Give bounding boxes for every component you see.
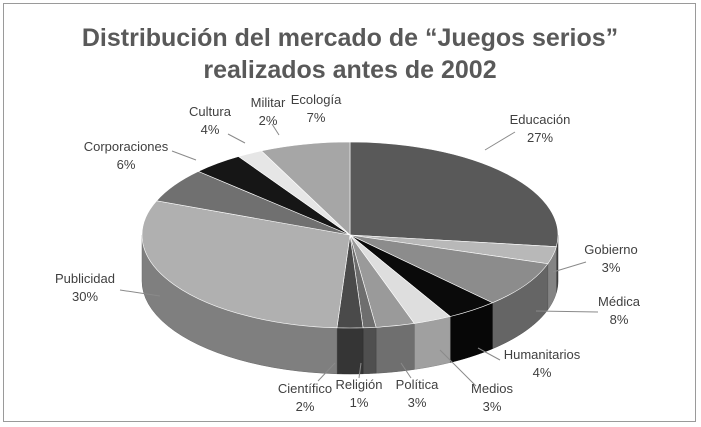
leader-line-educacion bbox=[484, 131, 516, 151]
pie-slice-educacion bbox=[349, 141, 559, 247]
slice-label-politica: Política bbox=[396, 377, 439, 392]
leader-line-humanitarios bbox=[477, 347, 501, 361]
leader-line-cultura bbox=[227, 133, 246, 144]
leader-line-cientifico bbox=[317, 362, 336, 382]
slice-value-militar: 2% bbox=[259, 113, 278, 128]
pie-slice-publicidad bbox=[141, 200, 351, 329]
slice-label-medios: Medios bbox=[471, 381, 513, 396]
pie-slice-medica bbox=[349, 234, 549, 304]
leader-line-militar bbox=[271, 123, 280, 136]
chart-title-line-2: realizados antes de 2002 bbox=[203, 56, 496, 84]
slice-value-cientifico: 2% bbox=[296, 399, 315, 414]
slice-value-medios: 3% bbox=[483, 399, 502, 414]
slice-label-cultura: Cultura bbox=[189, 104, 232, 119]
leader-line-medios bbox=[439, 349, 477, 387]
pie-side-religion bbox=[362, 327, 377, 375]
leader-line-corporaciones bbox=[171, 150, 197, 161]
pie-slice-ecologia bbox=[260, 141, 351, 236]
slice-value-ecologia: 7% bbox=[307, 110, 326, 125]
slice-label-humanitarios: Humanitarios bbox=[504, 347, 581, 362]
leader-line-gobierno bbox=[552, 261, 587, 273]
slice-label-educacion: Educación bbox=[510, 112, 571, 127]
slice-label-publicidad: Publicidad bbox=[55, 271, 115, 286]
slice-value-corporaciones: 6% bbox=[117, 157, 136, 172]
pie-side-politica bbox=[375, 323, 415, 374]
pie-side-cientifico bbox=[336, 327, 364, 375]
chart-title-line-1: Distribución del mercado de “Juegos seri… bbox=[82, 24, 618, 52]
leader-line-religion bbox=[358, 362, 362, 379]
slice-value-humanitarios: 4% bbox=[533, 365, 552, 380]
slice-label-gobierno: Gobierno bbox=[584, 242, 637, 257]
slice-value-religion: 1% bbox=[350, 395, 369, 410]
slice-value-gobierno: 3% bbox=[602, 260, 621, 275]
leader-line-medica bbox=[535, 310, 599, 313]
slice-label-cientifico: Científico bbox=[278, 381, 332, 396]
slice-label-militar: Militar bbox=[251, 95, 286, 110]
slice-label-corporaciones: Corporaciones bbox=[84, 139, 169, 154]
slice-value-educacion: 27% bbox=[527, 130, 553, 145]
slice-value-cultura: 4% bbox=[201, 122, 220, 137]
leader-line-publicidad bbox=[119, 289, 161, 297]
leader-line-politica bbox=[400, 362, 412, 379]
slice-label-religion: Religión bbox=[336, 377, 383, 392]
slice-value-medica: 8% bbox=[610, 312, 629, 327]
slice-label-ecologia: Ecología bbox=[291, 92, 342, 107]
pie-side-medios bbox=[414, 316, 451, 370]
slice-value-politica: 3% bbox=[408, 395, 427, 410]
slice-value-publicidad: 30% bbox=[72, 289, 98, 304]
slice-label-medica: Médica bbox=[598, 294, 641, 309]
